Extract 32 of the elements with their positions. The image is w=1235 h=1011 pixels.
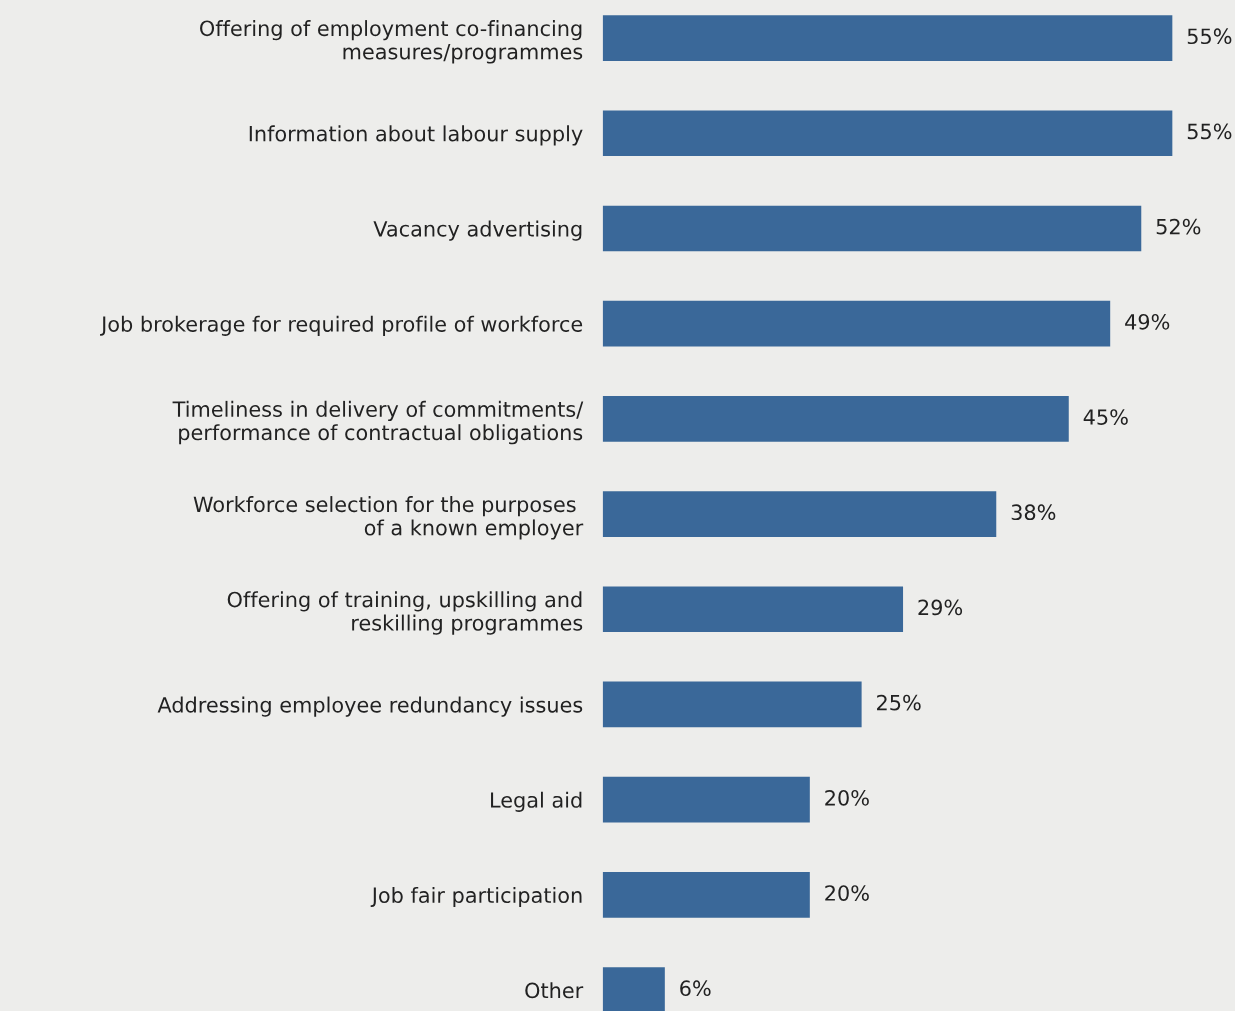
- bar: [602, 586, 904, 633]
- y-tick-label: Timeliness in delivery of commitments/ performance of contractual obligations: [172, 400, 584, 445]
- bar: [602, 15, 1173, 61]
- y-tick-label: Other: [525, 982, 584, 999]
- data-label: 29%: [918, 599, 963, 616]
- bar: [602, 681, 862, 728]
- bar: [602, 776, 810, 823]
- y-tick-label: Workforce selection for the purposes of a known employer: [193, 496, 584, 540]
- y-tick-label: Job brokerage for required profile of workforce: [100, 315, 583, 336]
- bar: [602, 205, 1142, 252]
- bar: [602, 396, 1069, 442]
- data-label: 38%: [1011, 504, 1056, 521]
- y-tick-label: Offering of employment co-financing measures/programmes: [200, 20, 583, 64]
- data-label: 20%: [825, 789, 869, 806]
- data-label: 6%: [680, 980, 711, 997]
- bar: [602, 872, 810, 918]
- bar: [602, 300, 1111, 347]
- y-tick-label: Vacancy advertising: [373, 220, 582, 241]
- data-label: 55%: [1187, 123, 1232, 140]
- data-label: 45%: [1083, 409, 1128, 425]
- data-label: 55%: [1187, 28, 1232, 45]
- y-tick-label: Legal aid: [491, 791, 582, 812]
- y-tick-label: Job fair participation: [370, 886, 582, 908]
- data-label: 52%: [1156, 218, 1201, 235]
- y-tick-label: Information about labour supply: [249, 125, 583, 146]
- bar: [602, 110, 1173, 157]
- data-label: 20%: [825, 885, 869, 901]
- y-tick-label: Addressing employee redundancy issues: [157, 696, 583, 717]
- bar: [602, 491, 997, 537]
- y-tick-label: Offering of training, upskilling and reskilling programmes: [227, 591, 583, 635]
- data-label: 25%: [877, 694, 921, 711]
- data-label: 49%: [1125, 313, 1170, 330]
